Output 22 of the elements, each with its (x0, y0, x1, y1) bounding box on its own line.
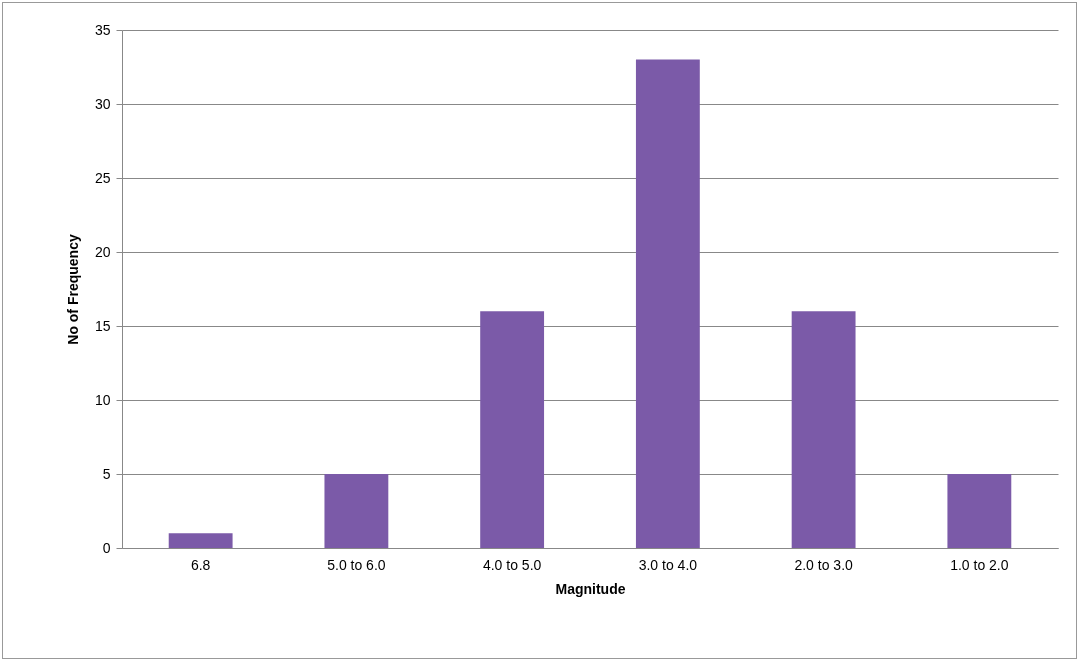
x-tick-label: 6.8 (190, 556, 211, 573)
y-tick-label: 15 (94, 317, 111, 334)
bar (635, 59, 700, 548)
x-tick-label: 3.0 to 4.0 (638, 556, 698, 573)
x-tick-label: 5.0 to 6.0 (327, 556, 386, 573)
bar (947, 474, 1012, 548)
y-tick-label: 5 (102, 465, 111, 482)
y-axis-title: No of Frequency (64, 234, 81, 345)
y-tick-label: 30 (94, 95, 111, 112)
y-tick-label: 20 (94, 243, 111, 260)
x-axis-title: Magnitude (555, 580, 626, 597)
bar (791, 311, 856, 548)
bar (324, 474, 389, 548)
y-tick-label: 25 (94, 169, 111, 186)
y-tick-label: 35 (94, 21, 111, 38)
x-tick-label: 1.0 to 2.0 (950, 556, 1009, 573)
x-tick-label: 4.0 to 5.0 (482, 556, 542, 573)
y-tick-label: 0 (102, 539, 111, 556)
bar (480, 311, 545, 548)
bar (168, 533, 233, 548)
x-tick-label: 2.0 to 3.0 (794, 556, 854, 573)
y-tick-label: 10 (94, 391, 111, 408)
